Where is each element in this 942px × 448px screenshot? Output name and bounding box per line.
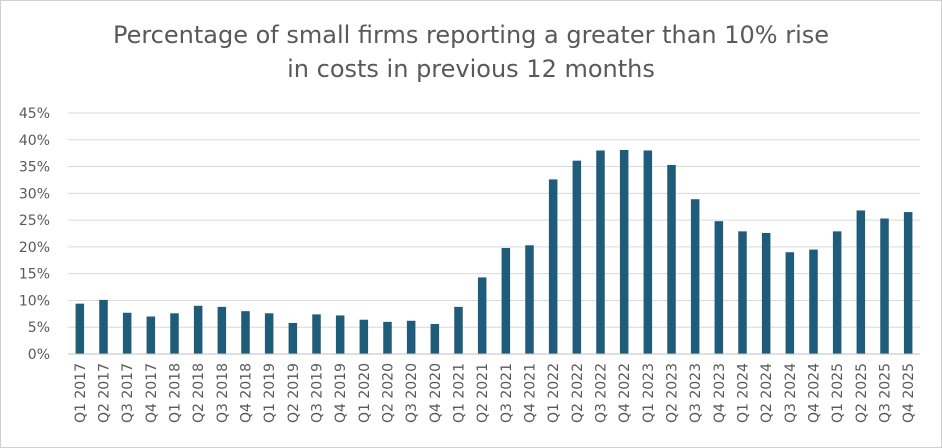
x-tick-label: Q4 2024 xyxy=(807,363,823,423)
bar xyxy=(856,210,866,354)
y-tick-label: 30% xyxy=(19,186,50,202)
x-tick-label: Q2 2021 xyxy=(475,363,491,423)
x-tick-label: Q1 2017 xyxy=(73,363,89,423)
x-tick-label: Q2 2019 xyxy=(286,363,302,423)
x-tick-label: Q4 2025 xyxy=(901,363,917,423)
x-tick-label: Q3 2024 xyxy=(783,363,799,423)
bar xyxy=(122,312,132,354)
y-tick-label: 35% xyxy=(19,160,50,176)
x-tick-label: Q3 2021 xyxy=(499,363,515,423)
y-axis-tick-labels: 0% 5% 10% 15% 20% 25% 30% 35% 40% 45% xyxy=(19,106,50,363)
x-tick-label: Q1 2024 xyxy=(736,363,752,423)
x-tick-label: Q2 2025 xyxy=(854,363,870,423)
x-tick-label: Q3 2022 xyxy=(594,363,610,423)
x-tick-label: Q3 2023 xyxy=(688,363,704,423)
bar xyxy=(383,321,392,354)
x-tick-label: Q1 2018 xyxy=(168,363,184,423)
bar xyxy=(430,324,440,354)
x-tick-label: Q4 2020 xyxy=(428,363,444,423)
bar xyxy=(406,320,416,354)
x-tick-label: Q3 2020 xyxy=(404,363,420,423)
x-tick-label: Q4 2023 xyxy=(712,363,728,423)
x-tick-label: Q2 2018 xyxy=(191,363,207,423)
y-tick-label: 20% xyxy=(19,240,50,256)
x-tick-label: Q4 2018 xyxy=(239,363,255,423)
bar xyxy=(312,314,321,354)
x-tick-label: Q2 2024 xyxy=(759,363,775,423)
x-tick-label: Q1 2020 xyxy=(357,363,373,423)
x-tick-label: Q2 2020 xyxy=(381,363,397,423)
chart-title: Percentage of small firms reporting a gr… xyxy=(0,18,942,86)
bar xyxy=(99,299,108,354)
y-tick-label: 40% xyxy=(19,133,50,149)
bar xyxy=(572,160,582,354)
gridlines xyxy=(68,112,920,328)
x-tick-label: Q3 2025 xyxy=(878,363,894,423)
x-tick-label: Q4 2021 xyxy=(523,363,539,423)
bar xyxy=(193,305,203,354)
bar xyxy=(903,212,913,354)
x-tick-label: Q4 2017 xyxy=(144,363,160,423)
x-tick-label: Q1 2019 xyxy=(262,363,278,423)
bar xyxy=(761,232,771,354)
y-tick-label: 45% xyxy=(19,106,50,122)
y-tick-label: 5% xyxy=(28,320,50,336)
chart-title-line-1: Percentage of small firms reporting a gr… xyxy=(112,21,830,49)
bar xyxy=(809,249,818,354)
bar xyxy=(714,221,724,354)
x-tick-label: Q2 2022 xyxy=(570,363,586,423)
chart-title-line-2: in costs in previous 12 months xyxy=(287,55,655,83)
bar xyxy=(880,218,889,354)
x-tick-label: Q1 2022 xyxy=(546,363,562,423)
y-tick-label: 25% xyxy=(19,213,50,229)
x-tick-label: Q2 2023 xyxy=(665,363,681,423)
x-tick-label: Q3 2018 xyxy=(215,363,231,423)
bar xyxy=(548,179,558,354)
bar xyxy=(690,199,700,354)
x-tick-label: Q4 2022 xyxy=(617,363,633,423)
bar xyxy=(501,247,511,354)
bar xyxy=(525,245,534,354)
bar xyxy=(75,303,85,354)
bar xyxy=(667,164,676,354)
bar xyxy=(170,313,179,354)
bar xyxy=(738,231,747,354)
bar xyxy=(217,306,227,354)
bar xyxy=(288,322,298,354)
bar xyxy=(264,313,274,354)
y-tick-label: 10% xyxy=(19,293,50,309)
x-tick-label: Q1 2021 xyxy=(452,363,468,423)
bar xyxy=(359,319,369,354)
bar xyxy=(832,231,842,354)
x-axis-tick-labels: Q1 2017 Q2 2017 Q3 2017 Q4 2017 Q1 2018 Q2 20… xyxy=(73,363,917,423)
x-tick-label: Q2 2017 xyxy=(97,363,113,423)
x-tick-label: Q3 2017 xyxy=(120,363,136,423)
bar xyxy=(454,306,463,354)
bar xyxy=(785,252,795,354)
bar xyxy=(146,316,156,354)
bars xyxy=(75,149,913,354)
bar xyxy=(241,311,250,354)
x-tick-label: Q3 2019 xyxy=(310,363,326,423)
x-tick-label: Q1 2025 xyxy=(830,363,846,423)
x-tick-label: Q1 2023 xyxy=(641,363,657,423)
y-tick-label: 0% xyxy=(28,347,50,363)
bar xyxy=(335,315,345,354)
bar xyxy=(596,150,605,354)
bar xyxy=(619,149,629,354)
bar xyxy=(643,150,653,354)
bar xyxy=(477,277,487,354)
y-tick-label: 15% xyxy=(19,267,50,283)
x-tick-label: Q4 2019 xyxy=(333,363,349,423)
